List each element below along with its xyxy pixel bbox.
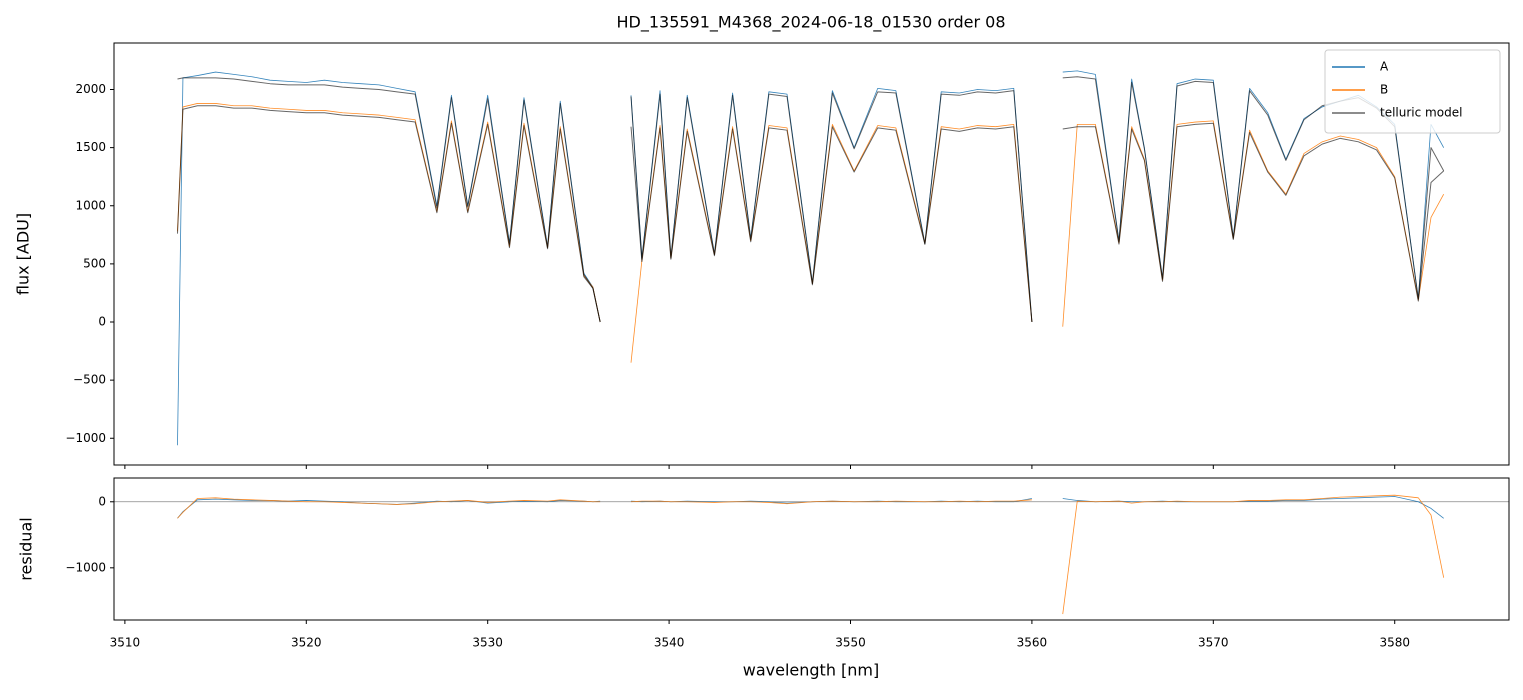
- y-tick-label: 500: [83, 256, 106, 270]
- legend-label: A: [1380, 60, 1389, 74]
- y-tick-label: 0: [98, 315, 106, 329]
- x-axis-label: wavelength [nm]: [743, 661, 880, 680]
- x-tick-label: 3550: [835, 636, 866, 650]
- series-line: [177, 494, 1445, 615]
- legend-box: [1324, 49, 1501, 134]
- y-tick-label: 0: [98, 494, 106, 508]
- legend-label: B: [1380, 83, 1388, 97]
- plot-frame: [113, 42, 1510, 466]
- y-tick-label: −500: [73, 373, 106, 387]
- y-tick-label: −1000: [65, 560, 106, 574]
- x-tick-label: 3570: [1198, 636, 1229, 650]
- series-line: [176, 105, 1445, 323]
- x-tick-label: 3560: [1017, 636, 1048, 650]
- y-axis-label: residual: [17, 517, 36, 580]
- legend-label: telluric model: [1380, 106, 1462, 120]
- x-tick-label: 3540: [654, 636, 685, 650]
- plot-frame: [113, 477, 1510, 621]
- y-tick-label: 2000: [75, 82, 106, 96]
- y-axis-label: flux [ADU]: [14, 213, 33, 295]
- x-tick-label: 3520: [291, 636, 322, 650]
- y-tick-label: 1500: [75, 140, 106, 154]
- x-tick-label: 3580: [1379, 636, 1410, 650]
- x-tick-label: 3510: [110, 636, 141, 650]
- y-tick-label: −1000: [65, 431, 106, 445]
- x-tick-label: 3530: [472, 636, 503, 650]
- y-tick-label: 1000: [75, 198, 106, 212]
- chart-title: HD_135591_M4368_2024-06-18_01530 order 0…: [616, 13, 1005, 33]
